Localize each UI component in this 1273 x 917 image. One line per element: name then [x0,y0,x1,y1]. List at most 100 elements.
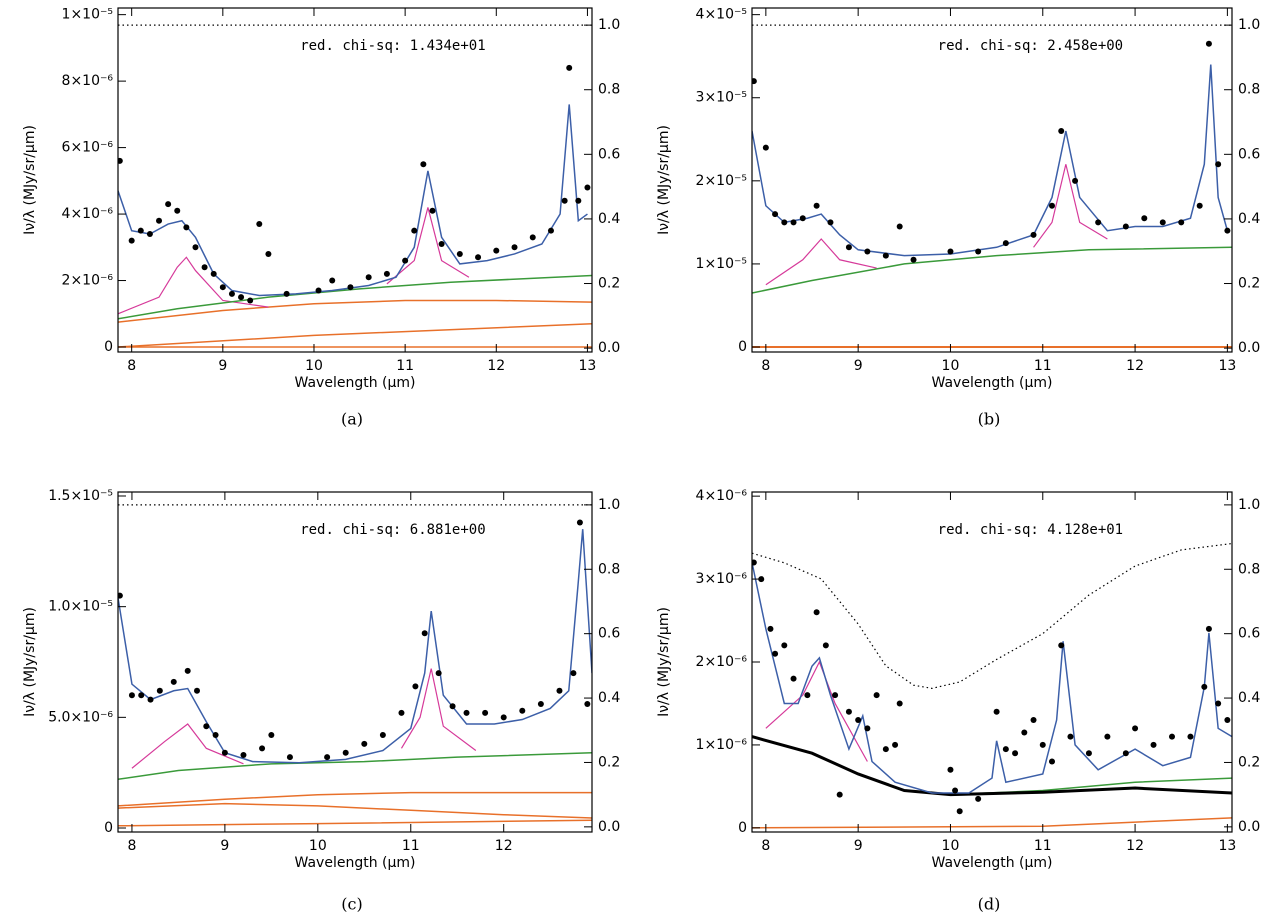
data-point [1159,219,1166,226]
data-point [910,256,917,263]
data-point [1095,219,1102,226]
y2-tick-label: 0.0 [598,340,620,356]
model-curve [765,238,877,286]
panel-caption: (a) [341,410,363,429]
data-point [822,642,829,649]
data-point [475,254,482,261]
data-point [752,78,757,85]
data-point [429,207,436,214]
data-point [566,64,573,71]
panel: 8 9 10 11 12 13 0 1×10⁻⁶ 2×10⁻⁶ 3×10⁻⁶ 4×10⁻⁶ 0.0 0.… [656,488,1260,913]
data-point [1224,717,1231,724]
x-tick-label: 10 [309,838,327,854]
data-point [892,741,899,748]
data-point [993,708,1000,715]
y2-tick-label: 1.0 [1238,497,1260,513]
y-tick-label: 2×10⁻⁶ [62,273,114,289]
data-point [781,219,788,226]
y2-tick-label: 0.0 [598,819,620,835]
data-point [547,227,554,234]
data-point [228,290,235,297]
plot-frame [117,7,593,353]
data-point [896,223,903,230]
y-tick-label: 0 [738,820,747,836]
data-point [365,274,372,281]
panel: 8 9 10 11 12 13 0 2×10⁻⁶ 4×10⁻⁶ 6×10⁻⁶ 8×10⁻⁶ 1×10⁻… [22,7,620,429]
y-axis-label: Iν/λ (MJy/sr/μm) [656,607,672,717]
data-point [156,217,163,224]
y-axis-label: Iν/λ (MJy/sr/μm) [22,125,38,235]
data-point [576,519,583,526]
y-axis-label: Iν/λ (MJy/sr/μm) [656,125,672,235]
plot-area [752,542,1232,829]
data-point [975,795,982,802]
x-axis-label: Wavelength (μm) [932,855,1053,871]
data-point [772,211,779,218]
data-point [379,732,386,739]
y-tick-label: 1.5×10⁻⁵ [48,488,113,504]
x-tick-label: 8 [127,358,136,374]
x-tick-label: 11 [1034,358,1052,374]
model-curve [752,735,1232,796]
data-point [1215,700,1222,707]
data-point [813,609,820,616]
y2-tick-label: 0.8 [598,82,620,98]
data-point [864,725,871,732]
data-point [575,197,582,204]
data-point [247,297,254,304]
data-point [170,678,177,685]
data-point [1150,741,1157,748]
y2-tick-label: 0.6 [598,626,620,642]
data-point [561,197,568,204]
data-point [804,692,811,699]
data-point [137,227,144,234]
data-point [212,732,219,739]
plot-frame [751,7,1233,353]
model-curve [752,562,1232,794]
data-point [500,714,507,721]
data-point [329,277,336,284]
panel-caption: (c) [341,895,362,914]
data-point [556,687,563,694]
data-point [146,231,153,238]
data-point [128,237,135,244]
panel: 8 9 10 11 12 13 0 1×10⁻⁵ 2×10⁻⁵ 3×10⁻⁵ 4×10⁻⁵ 0.0 0.… [656,7,1260,429]
model-curve [752,735,1232,797]
data-point [398,709,405,716]
y-tick-label: 4×10⁻⁶ [62,206,114,222]
data-point [752,559,757,566]
data-point [265,250,272,257]
model-curve [118,256,269,315]
y-tick-label: 1×10⁻⁵ [62,7,113,23]
data-point [519,707,526,714]
y2-tick-label: 1.0 [598,17,620,33]
data-point [790,219,797,226]
x-tick-label: 13 [1218,838,1236,854]
data-point [1201,683,1208,690]
y2-tick-label: 0.8 [1238,561,1260,577]
model-curve [118,274,592,320]
data-point [268,732,275,739]
x-tick-label: 12 [495,838,513,854]
data-point [194,687,200,694]
y-tick-label: 1×10⁻⁵ [696,256,747,272]
data-point [1215,161,1222,168]
data-point [156,687,163,694]
data-point [402,257,409,264]
data-point [463,709,470,716]
data-point [781,642,788,649]
plot-frame [117,491,593,833]
data-point [767,625,774,632]
model-curve [118,791,592,807]
data-point [529,234,536,241]
data-point [219,284,226,291]
data-point [128,692,135,699]
data-point [790,675,797,682]
x-tick-label: 11 [1034,838,1052,854]
model-curve [118,299,592,323]
data-point [1122,223,1129,230]
data-point [873,692,880,699]
model-curve [118,802,592,819]
x-tick-label: 9 [220,838,229,854]
